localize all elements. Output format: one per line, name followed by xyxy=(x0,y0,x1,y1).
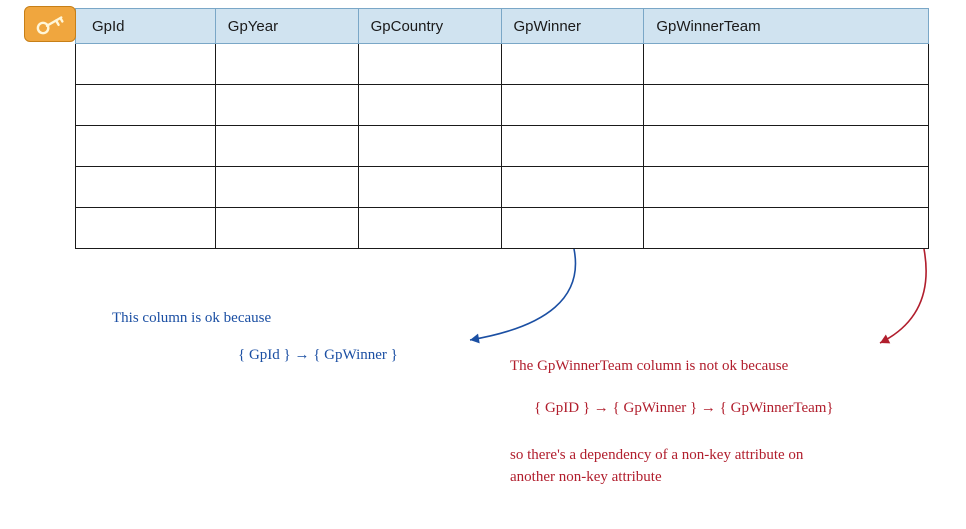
table-cell xyxy=(76,126,216,167)
table-cell xyxy=(644,208,929,249)
table-row xyxy=(76,85,929,126)
column-header-gpid: GpId xyxy=(76,9,216,44)
table-cell xyxy=(358,208,501,249)
column-header-gpyear: GpYear xyxy=(215,9,358,44)
table-cell xyxy=(358,44,501,85)
table-cell xyxy=(76,44,216,85)
table-row xyxy=(76,44,929,85)
table-cell xyxy=(76,208,216,249)
bad-note-line2: so there's a dependency of a non-key att… xyxy=(510,445,803,465)
column-header-gpwinner: GpWinner xyxy=(501,9,644,44)
table-cell xyxy=(76,85,216,126)
bad-note-line3: another non-key attribute xyxy=(510,467,662,487)
bad-note-line1: The GpWinnerTeam column is not ok becaus… xyxy=(510,356,788,376)
table-cell xyxy=(215,44,358,85)
ok-note-line1: This column is ok because xyxy=(112,308,271,328)
table-cell xyxy=(644,126,929,167)
table-cell xyxy=(501,85,644,126)
schema-table: GpIdGpYearGpCountryGpWinnerGpWinnerTeam xyxy=(75,8,929,249)
table-row xyxy=(76,208,929,249)
table-cell xyxy=(358,85,501,126)
table-cell xyxy=(215,167,358,208)
table-cell xyxy=(358,167,501,208)
table-cell xyxy=(358,126,501,167)
diagram-stage: GpIdGpYearGpCountryGpWinnerGpWinnerTeam … xyxy=(0,0,966,529)
table-body xyxy=(76,44,929,249)
bad-dependency: { GpID } → { GpWinner } → { GpWinnerTeam… xyxy=(534,398,834,418)
table-cell xyxy=(501,208,644,249)
table-cell xyxy=(76,167,216,208)
key-icon xyxy=(33,13,67,35)
table-cell xyxy=(501,44,644,85)
table-cell xyxy=(215,208,358,249)
table-cell xyxy=(644,44,929,85)
ok-dependency: { GpId } → { GpWinner } xyxy=(238,345,398,365)
table-cell xyxy=(501,167,644,208)
table-cell xyxy=(215,126,358,167)
table-cell xyxy=(215,85,358,126)
column-header-gpcountry: GpCountry xyxy=(358,9,501,44)
table-row xyxy=(76,126,929,167)
table-cell xyxy=(501,126,644,167)
table-header-row: GpIdGpYearGpCountryGpWinnerGpWinnerTeam xyxy=(76,9,929,44)
table-cell xyxy=(644,167,929,208)
column-header-gpwinnerteam: GpWinnerTeam xyxy=(644,9,929,44)
table-cell xyxy=(644,85,929,126)
table-row xyxy=(76,167,929,208)
primary-key-badge xyxy=(24,6,76,42)
